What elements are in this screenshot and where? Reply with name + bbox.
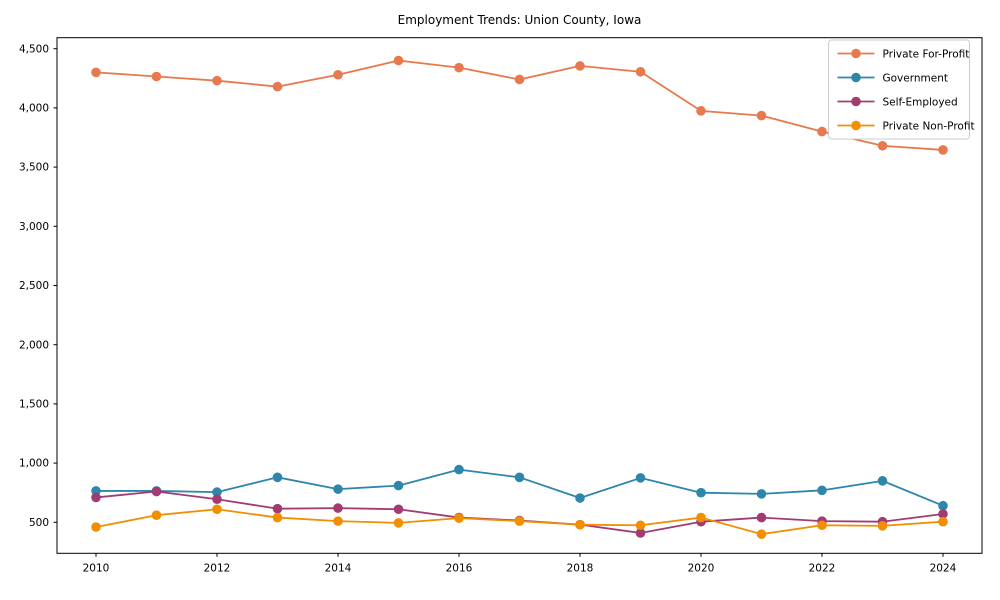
series-private-non-profit (91, 504, 948, 539)
data-point (151, 71, 162, 82)
data-point (696, 512, 706, 523)
data-point (635, 66, 646, 77)
data-point (514, 516, 525, 526)
data-point (151, 486, 162, 497)
data-point (212, 75, 222, 86)
data-point (91, 67, 101, 78)
data-point (635, 473, 646, 483)
data-point (393, 480, 404, 491)
data-point (756, 110, 767, 121)
legend-item-label: Private For-Profit (883, 48, 970, 60)
y-tick-label: 4,500 (19, 43, 49, 55)
data-point (454, 62, 464, 73)
series-private-for-profit (91, 55, 948, 155)
x-tick-label: 2010 (83, 562, 110, 574)
legend-item-private-non-profit[interactable]: Private Non-Profit (837, 120, 975, 132)
legend-item-private-for-profit[interactable]: Private For-Profit (837, 48, 970, 60)
y-tick-label: 4,000 (19, 103, 49, 115)
legend-item-label: Self-Employed (883, 96, 958, 108)
data-point (938, 516, 948, 527)
data-point (393, 55, 404, 66)
legend-marker-dot (851, 48, 861, 59)
x-tick-label: 2016 (446, 562, 473, 574)
y-tick-label: 3,000 (19, 221, 49, 233)
legend-item-government[interactable]: Government (837, 72, 948, 84)
data-point (575, 61, 585, 71)
y-tick-label: 2,500 (19, 280, 49, 292)
data-point (333, 503, 343, 513)
x-tick-label: 2024 (930, 562, 957, 574)
legend-box (828, 39, 970, 140)
y-tick-label: 1,500 (19, 399, 49, 411)
data-point (393, 518, 404, 528)
data-point (817, 485, 827, 496)
x-tick-label: 2014 (325, 562, 352, 574)
x-tick-label: 2012 (204, 562, 231, 574)
data-point (272, 503, 283, 514)
data-point (635, 520, 646, 531)
data-point (272, 81, 283, 92)
data-point (756, 512, 767, 523)
data-point (575, 493, 585, 503)
legend-item-label: Government (883, 72, 948, 84)
data-point (635, 528, 646, 538)
data-point (333, 484, 343, 494)
data-point (756, 529, 767, 539)
x-tick-label: 2020 (688, 562, 715, 574)
data-point (151, 510, 162, 520)
data-point (333, 516, 343, 526)
data-point (696, 106, 706, 116)
data-point (212, 487, 222, 497)
legend-marker-dot (851, 96, 861, 107)
data-point (454, 464, 464, 475)
data-point (696, 487, 706, 498)
data-point (938, 145, 948, 155)
data-point (212, 504, 222, 515)
data-point (756, 489, 767, 499)
x-tick-label: 2022 (809, 562, 836, 574)
data-point (877, 521, 888, 531)
x-tick-label: 2018 (567, 562, 594, 574)
data-point (212, 494, 222, 505)
data-point (877, 140, 888, 151)
data-point (91, 522, 101, 532)
data-point (272, 472, 283, 483)
data-point (393, 504, 404, 515)
data-point (333, 69, 343, 80)
series-line (95, 59, 944, 151)
data-point (877, 476, 888, 486)
legend-marker-dot (851, 120, 861, 131)
data-point (817, 520, 827, 531)
legend-item-label: Private Non-Profit (883, 120, 975, 132)
series-government (91, 464, 948, 511)
y-tick-label: 2,000 (19, 339, 49, 351)
data-point (514, 74, 525, 85)
y-tick-label: 3,500 (19, 162, 49, 174)
data-point (575, 519, 585, 530)
data-point (938, 500, 948, 511)
legend-item-self-employed[interactable]: Self-Employed (837, 96, 958, 108)
data-point (454, 513, 464, 523)
data-point (938, 509, 948, 519)
data-point (514, 472, 525, 483)
data-point (91, 492, 101, 503)
plot-area-border (56, 37, 983, 554)
y-tick-label: 1,000 (19, 458, 49, 470)
chart-title: Employment Trends: Union County, Iowa (397, 13, 642, 27)
legend: Private For-Profit Government Self-Employe… (828, 39, 975, 140)
legend-marker-dot (851, 72, 861, 83)
data-point (272, 512, 283, 523)
y-tick-label: 500 (29, 517, 49, 529)
data-point (817, 126, 827, 137)
